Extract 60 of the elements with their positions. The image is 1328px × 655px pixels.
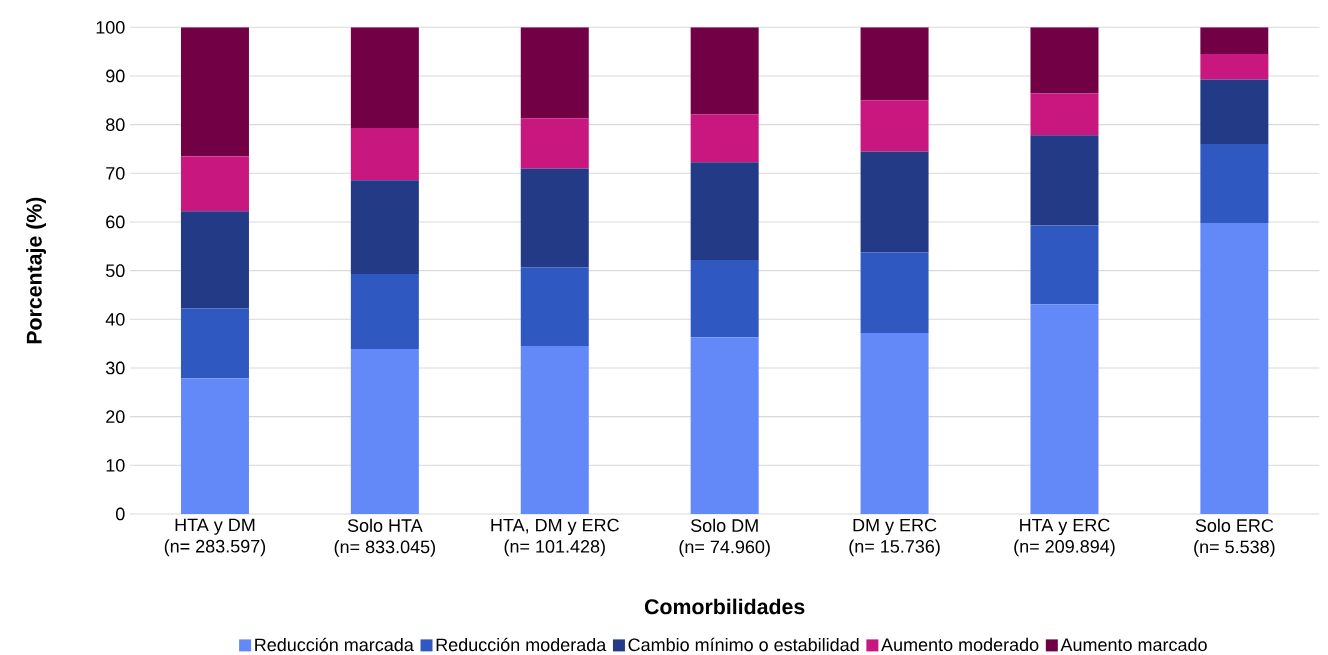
legend-label: Reducción moderada xyxy=(436,637,607,652)
y-tick-label: 90 xyxy=(106,69,125,83)
bar xyxy=(1200,144,1269,223)
bar xyxy=(180,27,249,157)
bar xyxy=(690,114,759,163)
bar xyxy=(860,100,929,152)
legend-label: Reducción marcada xyxy=(255,637,414,652)
legend-label: Aumento marcado xyxy=(1060,637,1207,652)
x-tick-label: Solo HTA (n= 833.045) xyxy=(334,518,435,557)
bar xyxy=(180,211,249,309)
bar xyxy=(1200,27,1269,55)
bar xyxy=(1030,93,1099,136)
bar xyxy=(1030,304,1099,514)
x-tick-label: HTA y ERC (n= 209.894) xyxy=(1014,518,1115,557)
bar xyxy=(1200,79,1269,145)
y-tick-label: 50 xyxy=(105,264,125,278)
x-tick-label: HTA y DM (n= 283.597) xyxy=(164,518,266,557)
y-tick-label: 40 xyxy=(105,312,125,326)
bar xyxy=(180,156,249,212)
bar xyxy=(860,252,929,333)
bar xyxy=(1200,222,1269,514)
bar xyxy=(350,349,419,514)
x-tick-label: Solo ERC (n= 5.538) xyxy=(1194,518,1275,557)
y-tick-label: 100 xyxy=(96,20,125,34)
y-tick-label: 70 xyxy=(106,166,125,180)
y-tick-label: 30 xyxy=(105,361,125,375)
bar xyxy=(1200,54,1269,80)
y-tick-label: 0 xyxy=(116,507,125,521)
y-tick-label: 80 xyxy=(106,118,125,132)
x-tick-label: Solo DM (n= 74.960) xyxy=(679,518,770,557)
bar xyxy=(180,308,249,379)
x-axis-title: Comorbilidades xyxy=(644,598,805,615)
bar xyxy=(690,259,759,338)
bar xyxy=(520,346,589,514)
y-tick-label: 20 xyxy=(106,410,125,424)
bar xyxy=(520,27,589,119)
y-tick-label: 60 xyxy=(106,215,125,229)
bar xyxy=(860,27,929,101)
y-axis-title: Porcentaje (%) xyxy=(26,197,47,344)
bar xyxy=(350,128,419,181)
y-tick-label: 10 xyxy=(106,458,125,472)
bar xyxy=(690,27,759,115)
x-tick-label: DM y ERC (n= 15.736) xyxy=(849,518,940,557)
bar xyxy=(350,180,419,275)
bar xyxy=(520,267,589,347)
bar xyxy=(690,162,759,260)
x-tick-label: HTA, DM y ERC (n= 101.428) xyxy=(491,518,619,557)
bar xyxy=(860,151,929,253)
bar xyxy=(520,118,589,169)
bar xyxy=(1030,135,1099,226)
bar xyxy=(860,332,929,514)
legend-label: Cambio mínimo o estabilidad xyxy=(628,637,859,652)
bar xyxy=(690,337,759,514)
legend-label: Aumento moderado xyxy=(881,637,1039,652)
bar xyxy=(180,378,249,514)
bar xyxy=(1030,27,1099,94)
bar xyxy=(350,274,419,350)
bar xyxy=(520,168,589,268)
bar xyxy=(1030,225,1099,305)
bar xyxy=(350,27,419,129)
